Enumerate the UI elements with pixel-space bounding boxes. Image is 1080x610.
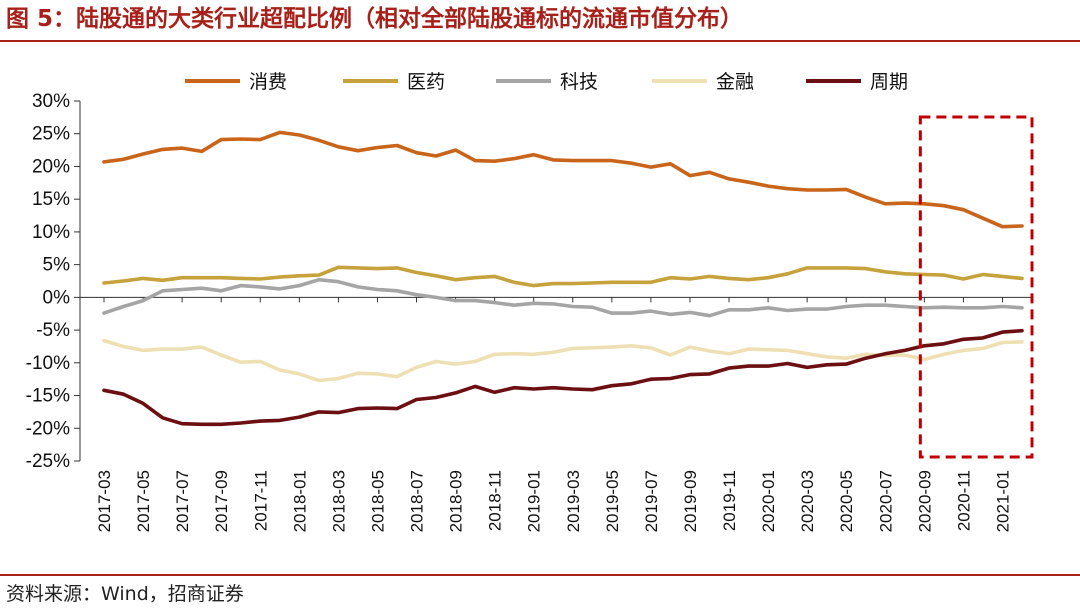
- y-tick-label: 0%: [43, 287, 71, 308]
- series-layer: [102, 130, 1024, 427]
- x-tick-label: 2017-05: [134, 470, 153, 532]
- legend: 消费 医药 科技 金融 周期: [185, 71, 908, 93]
- x-tick-label: 2020-09: [915, 470, 934, 532]
- y-tick-label: -10%: [26, 353, 70, 374]
- x-tick-label: 2018-05: [368, 470, 387, 532]
- x-tick-label: 2018-09: [447, 470, 466, 532]
- legend-label: 科技: [560, 71, 598, 93]
- series-line-周期: [102, 328, 1024, 427]
- legend-label: 医药: [407, 71, 445, 93]
- figure-title: 图 5：陆股通的大类行业超配比例（相对全部陆股通标的流通市值分布）: [6, 6, 744, 32]
- x-tick-label: 2020-07: [876, 470, 895, 532]
- y-tick-label: 10%: [32, 222, 70, 243]
- x-tick-label: 2017-03: [95, 470, 114, 532]
- x-tick-label: 2019-03: [564, 470, 583, 532]
- x-tick-label: 2017-07: [173, 470, 192, 532]
- x-tick-label: 2018-01: [290, 470, 309, 532]
- y-tick-label: 20%: [32, 156, 70, 177]
- highlight-layer: [918, 115, 1034, 459]
- y-axis: 30% 25% 20% 15% 10% 5% 0% -5% -10% -15% -20% -25%: [26, 91, 81, 472]
- x-tick-label: 2018-07: [408, 470, 427, 532]
- y-tick-label: 25%: [32, 124, 70, 145]
- y-tick-label: -5%: [36, 320, 70, 341]
- y-tick-label: -25%: [26, 451, 70, 472]
- x-tick-label: 2019-07: [642, 470, 661, 532]
- x-tick-label: 2019-09: [681, 470, 700, 532]
- y-tick-label: -20%: [26, 418, 70, 439]
- y-tick-label: 5%: [43, 255, 71, 276]
- x-tick-label: 2021-01: [993, 470, 1012, 532]
- highlight-box: [918, 115, 1034, 459]
- chart: 30% 25% 20% 15% 10% 5% 0% -5% -10% -15% -20% -25% 2…: [26, 71, 1034, 532]
- y-tick-label: 15%: [32, 189, 70, 210]
- footer-rule: [0, 574, 1080, 576]
- source-note: 资料来源：Wind，招商证券: [6, 583, 244, 605]
- x-tick-label: 2018-11: [486, 470, 505, 531]
- x-tick-label: 2020-05: [837, 470, 856, 532]
- y-tick-label: -15%: [26, 386, 70, 407]
- x-tick-label: 2019-01: [525, 470, 544, 532]
- title-rule: [0, 40, 1080, 42]
- series-line-金融: [102, 338, 1024, 383]
- x-tick-label: 2020-03: [798, 470, 817, 532]
- x-tick-label: 2018-03: [329, 470, 348, 532]
- x-tick-label: 2017-09: [212, 470, 231, 532]
- x-tick-label: 2017-11: [251, 470, 270, 531]
- series-line-医药: [102, 265, 1024, 288]
- legend-label: 金融: [716, 71, 754, 93]
- legend-label: 周期: [870, 71, 908, 93]
- x-axis: 2017-03 2017-05 2017-07 2017-09 2017-11 2018-…: [80, 296, 1032, 532]
- legend-label: 消费: [249, 71, 287, 93]
- x-tick-label: 2020-11: [954, 470, 973, 531]
- x-tick-label: 2020-01: [759, 470, 778, 532]
- x-tick-label: 2019-11: [720, 470, 739, 531]
- series-line-科技: [102, 277, 1024, 318]
- x-tick-label: 2019-05: [603, 470, 622, 532]
- y-tick-label: 30%: [32, 91, 70, 112]
- series-line-消费: [102, 130, 1024, 229]
